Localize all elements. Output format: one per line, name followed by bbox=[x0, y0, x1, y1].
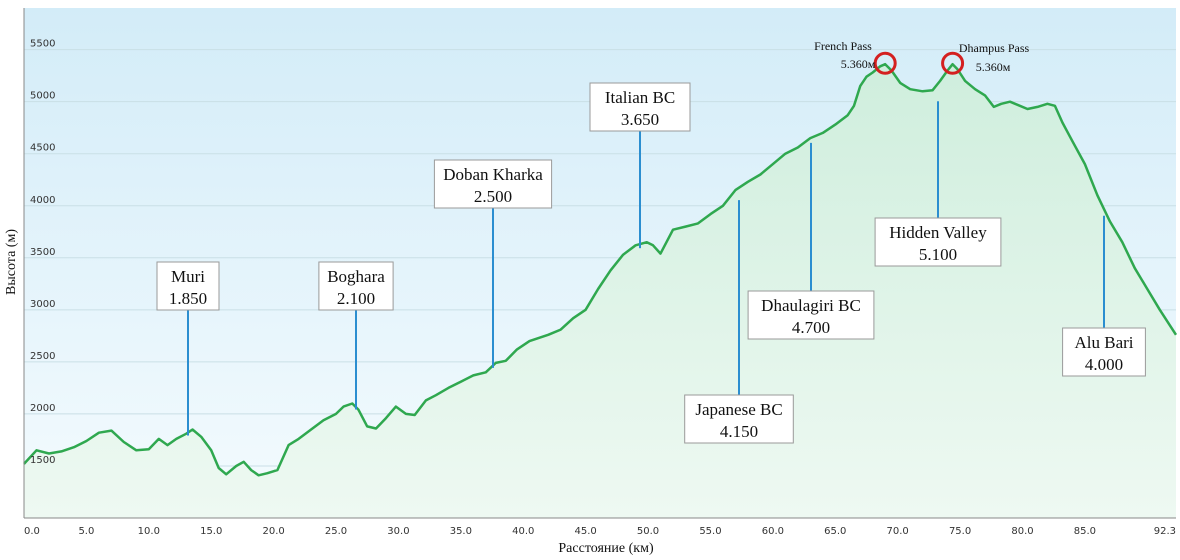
x-tick-label: 80.0 bbox=[1011, 526, 1033, 537]
annotation-place-name: Dhaulagiri BC bbox=[761, 296, 861, 315]
annotation-elevation: 4.000 bbox=[1085, 355, 1123, 374]
pass-circle-marker bbox=[941, 51, 965, 75]
y-tick-label: 2000 bbox=[30, 403, 55, 414]
y-tick-label: 5000 bbox=[30, 91, 55, 102]
y-tick-label: 4500 bbox=[30, 143, 55, 154]
annotation-box bbox=[747, 290, 875, 340]
annotation-place-name: Doban Kharka bbox=[443, 165, 543, 184]
y-axis-title: Высота (м) bbox=[4, 229, 19, 295]
x-tick-label: 60.0 bbox=[762, 526, 784, 537]
annotation-leaders bbox=[187, 101, 1105, 436]
annotation-place-name: Japanese BC bbox=[695, 400, 782, 419]
x-tick-labels: 0.0 5.0 10.0 15.0 20.0 25.0 30.0 35.0 40.0 45.0 50… bbox=[24, 526, 1176, 537]
annotation-box bbox=[318, 261, 394, 311]
x-tick-label: 40.0 bbox=[512, 526, 534, 537]
x-tick-label: 0.0 bbox=[24, 526, 40, 537]
annotation-place-name: Alu Bari bbox=[1074, 333, 1133, 352]
elevation-area-fill bbox=[24, 64, 1176, 518]
annotation-label: Dhaulagiri BC 4.700 bbox=[747, 290, 875, 340]
annotation-label: Alu Bari 4.000 bbox=[1062, 327, 1146, 377]
annotation-elevation: 1.850 bbox=[169, 289, 207, 308]
y-tick-label: 3000 bbox=[30, 299, 55, 310]
pass-name: French Pass bbox=[814, 39, 872, 53]
pass-name: Dhampus Pass bbox=[959, 41, 1030, 55]
x-tick-label: 5.0 bbox=[78, 526, 94, 537]
pass-elevation: 5.360м bbox=[841, 57, 876, 71]
x-tick-label: 20.0 bbox=[262, 526, 284, 537]
x-tick-label: 45.0 bbox=[575, 526, 597, 537]
annotation-label: Muri 1.850 bbox=[156, 261, 220, 311]
annotation-box bbox=[433, 159, 553, 209]
elevation-line bbox=[23, 62, 1178, 477]
pass-elevation: 5.360м bbox=[976, 60, 1011, 74]
annotation-place-name: Italian BC bbox=[605, 88, 675, 107]
y-tick-label: 2500 bbox=[30, 351, 55, 362]
annotation-label: Doban Kharka 2.500 bbox=[433, 159, 553, 209]
annotation-elevation: 5.100 bbox=[919, 245, 957, 264]
pass-markers: French Pass 5.360м Dhampus Pass 5.360м bbox=[814, 39, 1030, 75]
annotation-elevation: 4.700 bbox=[792, 318, 830, 337]
x-tick-label: 92.3 bbox=[1154, 526, 1176, 537]
x-tick-label: 30.0 bbox=[387, 526, 409, 537]
x-tick-label: 25.0 bbox=[325, 526, 347, 537]
annotation-box bbox=[684, 394, 794, 444]
annotation-elevation: 3.650 bbox=[621, 110, 659, 129]
x-tick-label: 10.0 bbox=[138, 526, 160, 537]
annotation-box bbox=[156, 261, 220, 311]
annotation-place-name: Boghara bbox=[327, 267, 385, 286]
y-tick-label: 1500 bbox=[30, 455, 55, 466]
x-tick-label: 50.0 bbox=[637, 526, 659, 537]
annotation-elevation: 4.150 bbox=[720, 422, 758, 441]
x-tick-label: 35.0 bbox=[450, 526, 472, 537]
annotation-label: Japanese BC 4.150 bbox=[684, 394, 794, 444]
annotation-place-name: Muri bbox=[171, 267, 205, 286]
x-tick-label: 85.0 bbox=[1074, 526, 1096, 537]
annotation-place-name: Hidden Valley bbox=[889, 223, 987, 242]
annotation-labels: Muri 1.850 Boghara 2.100 Doban Kharka 2.500 It… bbox=[156, 82, 1146, 444]
pass-circle-marker bbox=[873, 51, 897, 75]
x-tick-label: 75.0 bbox=[949, 526, 971, 537]
y-tick-labels: 1500 2000 2500 3000 3500 4000 4500 5000 5500 bbox=[30, 39, 55, 466]
annotation-box bbox=[874, 217, 1002, 267]
annotation-elevation: 2.100 bbox=[337, 289, 375, 308]
annotation-label: Hidden Valley 5.100 bbox=[874, 217, 1002, 267]
x-tick-label: 70.0 bbox=[887, 526, 909, 537]
annotation-box bbox=[1062, 327, 1146, 377]
x-tick-label: 55.0 bbox=[699, 526, 721, 537]
x-tick-label: 15.0 bbox=[200, 526, 222, 537]
annotation-label: Boghara 2.100 bbox=[318, 261, 394, 311]
x-axis-title: Расстояние (км) bbox=[558, 541, 654, 556]
annotation-box bbox=[589, 82, 691, 132]
y-tick-label: 5500 bbox=[30, 39, 55, 50]
annotation-label: Italian BC 3.650 bbox=[589, 82, 691, 132]
y-tick-label: 3500 bbox=[30, 247, 55, 258]
x-tick-label: 65.0 bbox=[824, 526, 846, 537]
annotation-elevation: 2.500 bbox=[474, 187, 512, 206]
y-tick-label: 4000 bbox=[30, 195, 55, 206]
